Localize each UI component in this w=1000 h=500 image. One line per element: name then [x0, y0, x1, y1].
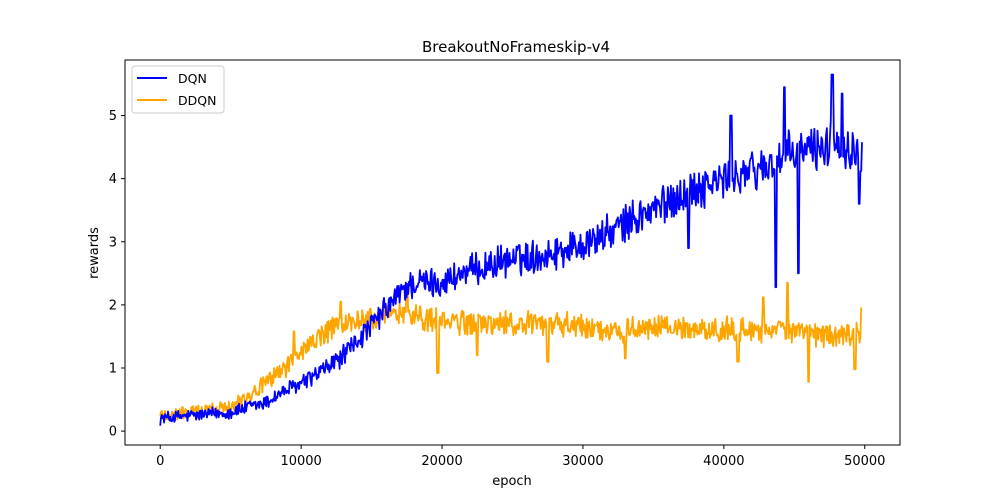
y-tick-label: 3: [109, 235, 117, 250]
x-tick-label: 40000: [703, 454, 744, 469]
x-tick-label: 0: [156, 454, 164, 469]
legend-label-ddqn: DDQN: [178, 93, 216, 108]
y-tick-label: 0: [109, 425, 117, 440]
series-layer: [159, 73, 863, 426]
plot-area: [124, 59, 901, 446]
y-tick-label: 5: [109, 109, 117, 124]
x-axis: 0 10000 20000 30000 40000 50000: [156, 445, 885, 469]
x-axis-label: epoch: [492, 474, 532, 489]
legend-label-dqn: DQN: [178, 71, 207, 86]
y-tick-label: 1: [109, 362, 117, 377]
x-tick-label: 30000: [562, 454, 603, 469]
plot-border: [124, 59, 901, 446]
y-axis-label: rewards: [87, 227, 102, 279]
x-tick-label: 20000: [421, 454, 462, 469]
series-line-ddqn: [159, 281, 863, 421]
x-tick-label: 50000: [844, 454, 885, 469]
chart-title: BreakoutNoFrameskip-v4: [422, 38, 610, 56]
y-axis: 0 1 2 3 4 5: [109, 109, 125, 440]
x-tick-label: 10000: [280, 454, 321, 469]
legend: DQN DDQN: [131, 65, 225, 114]
series-line-dqn: [159, 73, 863, 426]
y-tick-label: 2: [109, 298, 117, 313]
y-tick-label: 4: [109, 172, 117, 187]
